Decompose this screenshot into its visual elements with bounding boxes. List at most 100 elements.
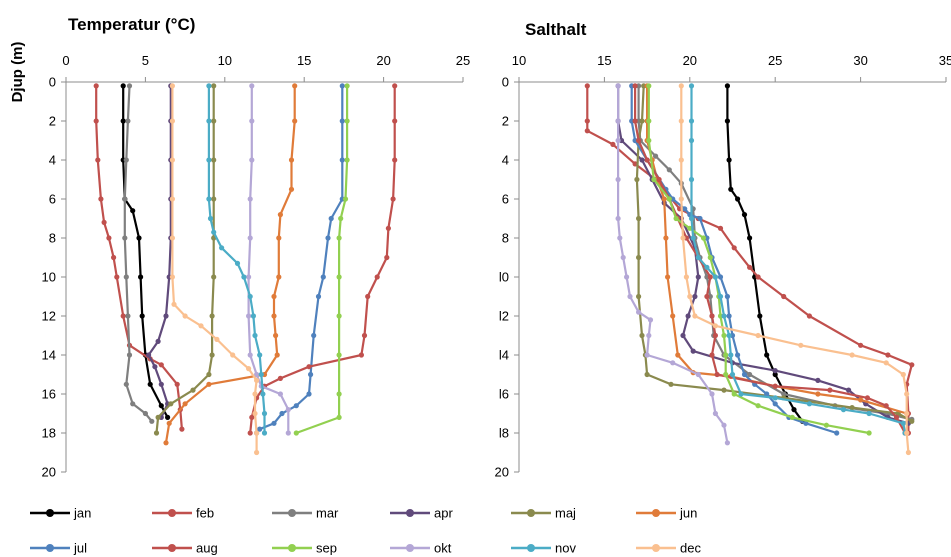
data-point <box>168 401 174 407</box>
data-point <box>130 401 136 407</box>
legend-label: apr <box>434 506 453 521</box>
data-point <box>728 186 734 192</box>
data-point <box>747 264 753 270</box>
data-point <box>644 371 650 378</box>
data-point <box>288 186 295 192</box>
data-point <box>806 401 813 407</box>
x-tick-label: 0 <box>62 53 69 68</box>
data-point <box>724 83 731 89</box>
legend-label: maj <box>555 506 576 521</box>
data-point <box>293 430 299 436</box>
x-tick-label: 5 <box>142 53 149 68</box>
data-point <box>338 215 344 222</box>
data-point <box>158 381 164 387</box>
data-point <box>670 313 676 319</box>
data-point <box>883 403 889 409</box>
data-point <box>704 293 710 300</box>
data-point <box>254 430 260 436</box>
data-point <box>169 83 175 89</box>
legend-swatch-marker <box>46 509 54 517</box>
x-tick-label: 25 <box>768 53 782 68</box>
x-tick-label: 20 <box>376 53 390 68</box>
data-point <box>147 381 153 387</box>
series-mar <box>122 83 155 424</box>
chart-panel-1: Temperatur (°C) Djup (m) 0 5 10 15 20 25 0 2 4 6 8 10… <box>9 15 470 480</box>
data-point <box>214 336 220 342</box>
legend-label: sep <box>316 541 337 556</box>
data-point <box>905 449 912 456</box>
data-point <box>707 254 713 261</box>
data-point <box>258 371 264 378</box>
data-point <box>276 274 282 280</box>
data-point <box>279 410 285 417</box>
x-tick-label: 30 <box>853 53 867 68</box>
data-point <box>909 362 915 368</box>
data-point <box>712 410 719 417</box>
series-line-apr <box>616 85 909 425</box>
data-point <box>755 332 761 339</box>
data-point <box>138 274 144 280</box>
data-point <box>772 371 778 378</box>
data-point <box>288 157 295 163</box>
data-point <box>726 157 732 163</box>
data-point <box>271 293 277 300</box>
data-point <box>692 293 698 300</box>
data-point <box>169 157 175 163</box>
data-point <box>584 83 590 89</box>
data-point <box>328 215 334 222</box>
data-point <box>336 414 342 420</box>
data-point <box>384 254 390 261</box>
data-point <box>724 440 731 446</box>
data-point <box>206 83 212 89</box>
data-point <box>885 352 891 358</box>
data-point <box>163 313 169 319</box>
data-point <box>292 83 298 89</box>
x-tick-label: 15 <box>297 53 311 68</box>
data-point <box>866 430 872 436</box>
data-point <box>688 176 695 183</box>
series-line-jun <box>645 85 908 415</box>
data-point <box>815 377 821 383</box>
data-point <box>726 313 732 319</box>
series-apr <box>615 83 912 426</box>
data-point <box>803 420 809 426</box>
data-point <box>308 371 314 378</box>
data-point <box>697 215 703 222</box>
data-point <box>764 352 770 358</box>
series-aug <box>247 83 398 436</box>
data-point <box>840 407 847 413</box>
series-nov <box>206 83 268 436</box>
data-point <box>306 391 312 397</box>
series-maj <box>634 83 915 424</box>
data-point <box>169 274 175 280</box>
y-tick-label: l6 <box>499 387 509 402</box>
x-tick-label: 35 <box>939 53 951 68</box>
data-point <box>206 157 212 163</box>
data-point <box>789 414 795 420</box>
legend-swatch-marker <box>288 509 296 517</box>
data-point <box>815 391 821 397</box>
legend-swatch-marker <box>168 509 176 517</box>
y-tick-label: 4 <box>502 153 509 168</box>
data-point <box>747 235 753 241</box>
data-point <box>155 414 161 420</box>
data-point <box>688 83 695 89</box>
data-point <box>247 293 253 300</box>
legend-label: jun <box>679 506 697 521</box>
data-point <box>165 414 171 420</box>
data-point <box>827 387 833 393</box>
data-point <box>336 235 342 241</box>
chart-title: Salthalt <box>525 20 587 39</box>
data-point <box>615 215 621 222</box>
data-point <box>315 293 322 300</box>
series-line-sep <box>295 85 349 435</box>
data-point <box>125 118 131 124</box>
data-point <box>724 293 731 300</box>
y-tick-label: 2 <box>502 114 509 129</box>
data-point <box>249 118 255 124</box>
legend-swatch-marker <box>406 544 414 552</box>
data-point <box>700 235 707 241</box>
data-point <box>106 235 112 241</box>
data-point <box>680 332 686 339</box>
legend-label: feb <box>196 506 214 521</box>
